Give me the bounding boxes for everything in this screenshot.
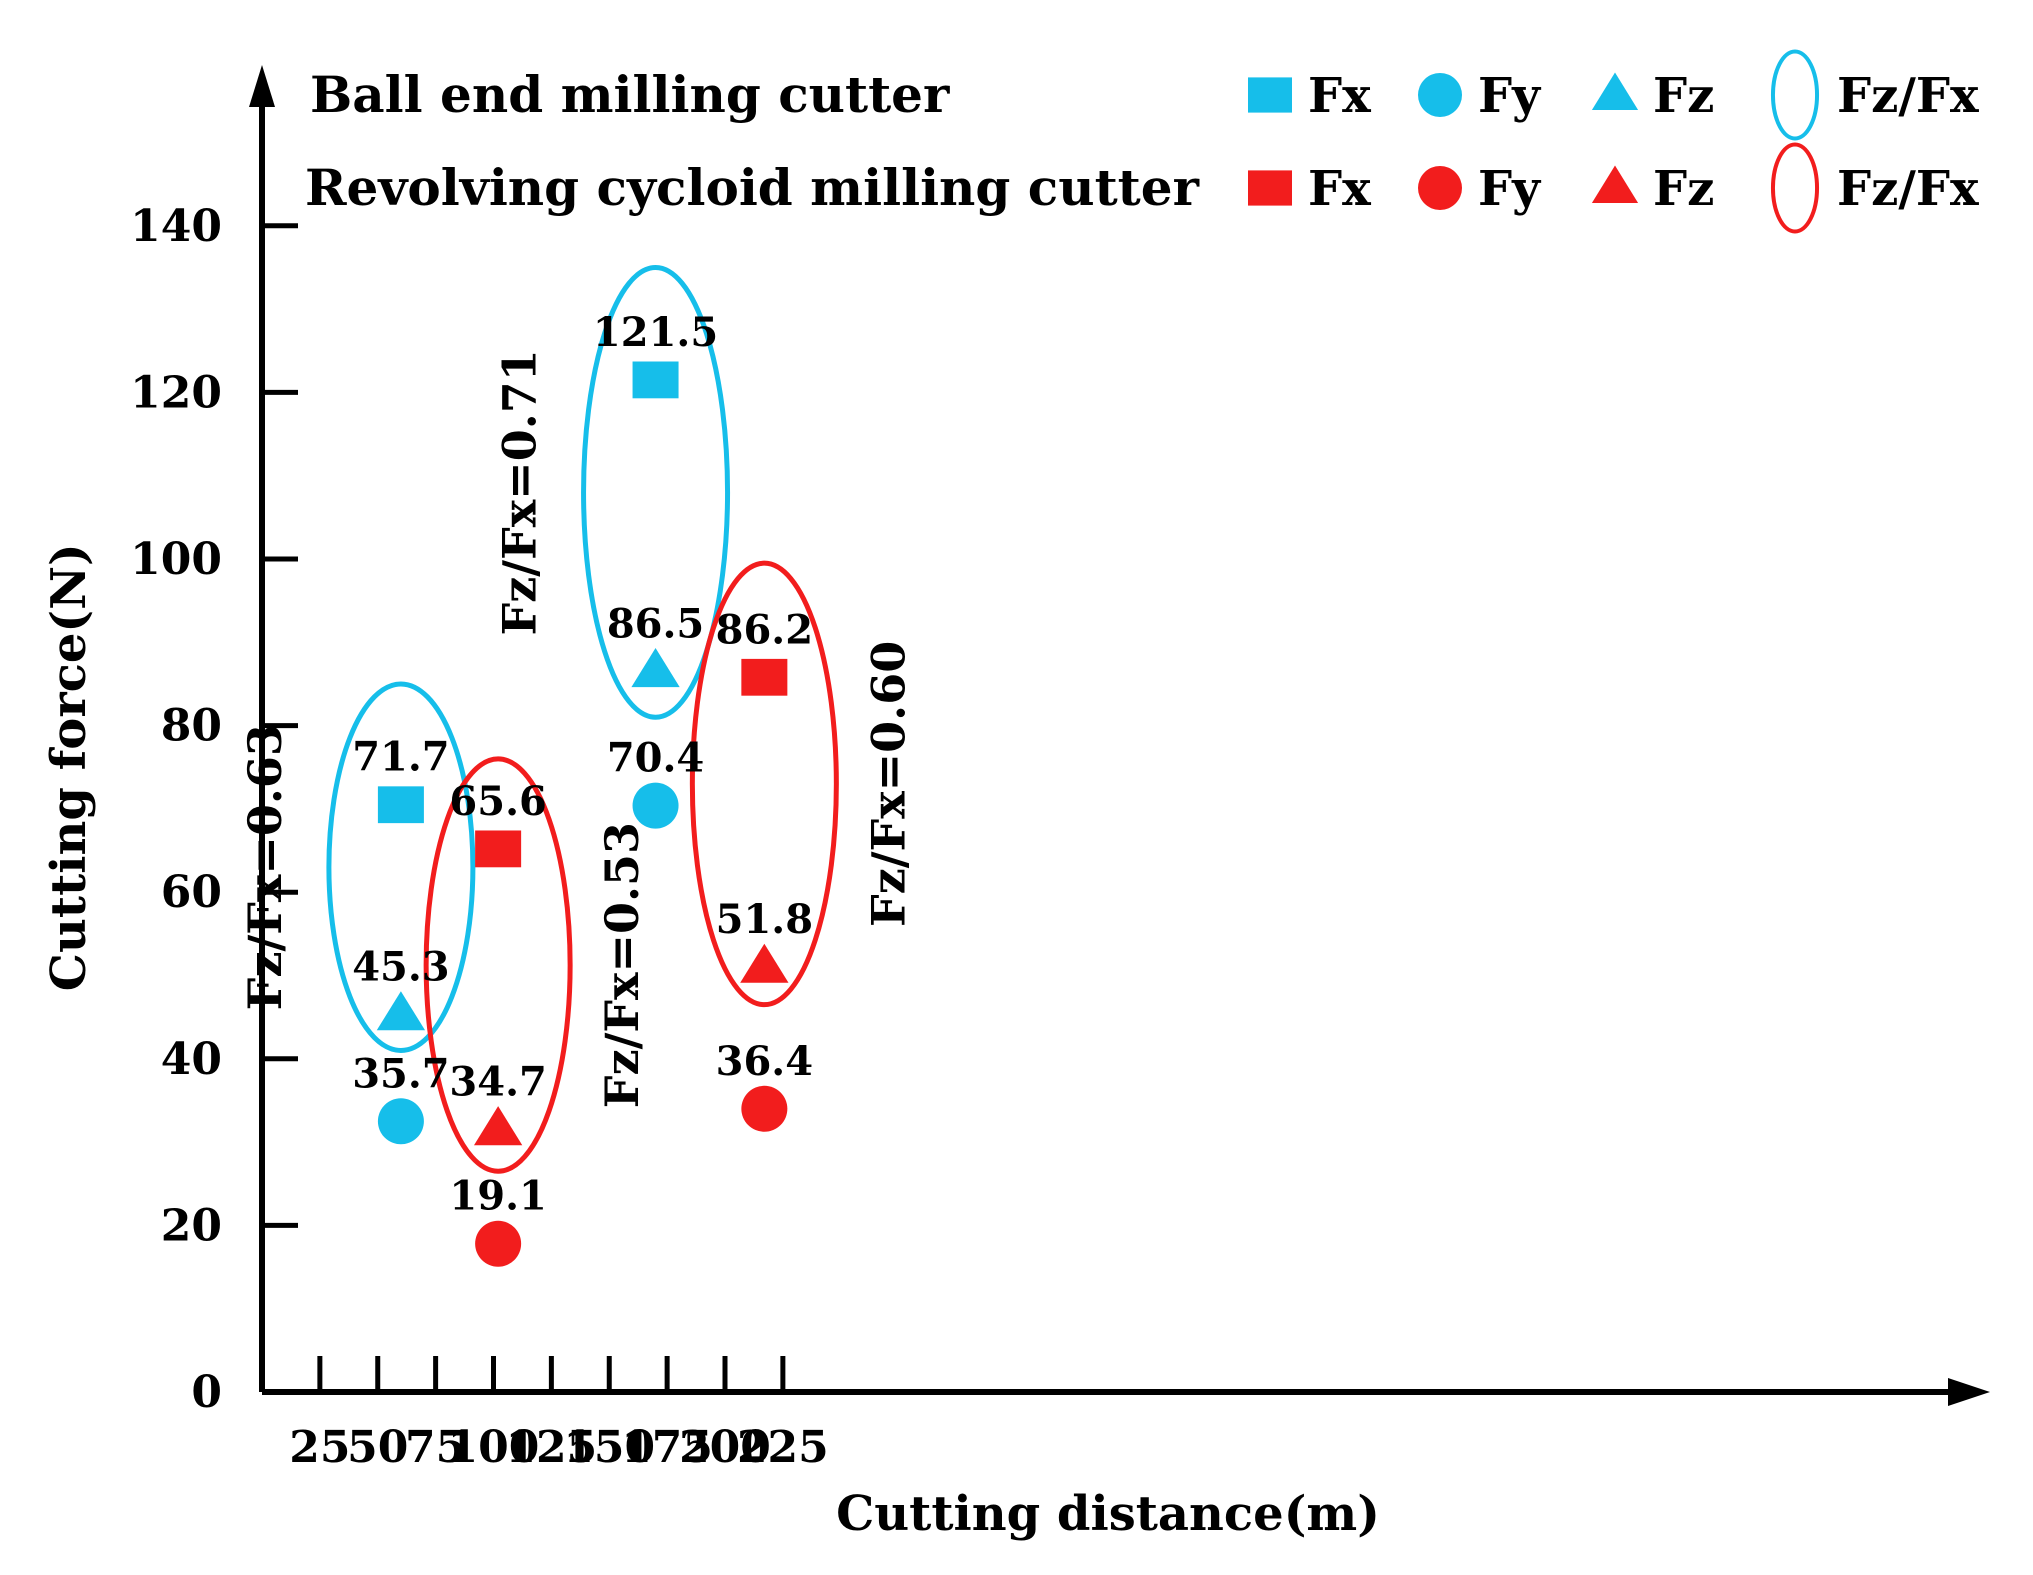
y-tick-label: 40 bbox=[161, 1034, 222, 1085]
data-point-fz bbox=[631, 647, 680, 688]
legend-label: Fz bbox=[1653, 161, 1714, 217]
legend-label: Fx bbox=[1308, 68, 1371, 124]
legend-marker-circle bbox=[1418, 166, 1462, 210]
axes: 2550751001251501752002250204060801001201… bbox=[41, 65, 1990, 1542]
data-point-fy bbox=[741, 1085, 788, 1132]
legend-marker-circle bbox=[1418, 73, 1462, 117]
ratio-ellipse bbox=[326, 681, 476, 1053]
legend-title: Revolving cycloid milling cutter bbox=[305, 158, 1200, 217]
data-points: 71.7 121.5 35.7 70.4 45.3 86.5 65.6 86.2 19.1 36.… bbox=[352, 309, 813, 1267]
data-label: 19.1 bbox=[449, 1173, 546, 1220]
data-label: 86.2 bbox=[716, 606, 813, 653]
ratio-label: Fz/Fx=0.71 bbox=[493, 349, 547, 635]
data-label: 65.6 bbox=[449, 778, 546, 825]
data-point-fz bbox=[473, 1106, 523, 1146]
data-point-fy bbox=[632, 782, 679, 829]
legend-label: Fz/Fx bbox=[1837, 161, 1979, 217]
y-axis-title: Cutting force(N) bbox=[41, 543, 97, 991]
ratio-ellipse bbox=[689, 560, 839, 1008]
y-tick-label: 80 bbox=[161, 701, 222, 752]
y-tick-label: 20 bbox=[161, 1200, 222, 1251]
data-label: 86.5 bbox=[607, 600, 704, 647]
x-tick-label: 50 bbox=[347, 1422, 408, 1473]
data-point-fz bbox=[376, 991, 426, 1031]
legend-title: Ball end milling cutter bbox=[310, 65, 950, 124]
ratio-label: Fz/Fx=0.60 bbox=[861, 641, 915, 927]
ratio-label: Fz/Fx=0.63 bbox=[238, 724, 292, 1010]
legend-marker-square bbox=[1248, 170, 1292, 206]
x-tick-label: 75 bbox=[405, 1422, 466, 1473]
y-tick-label: 0 bbox=[191, 1367, 222, 1418]
data-label: 34.7 bbox=[449, 1059, 546, 1106]
y-tick-label: 100 bbox=[130, 534, 222, 585]
data-label: 36.4 bbox=[716, 1038, 813, 1085]
x-axis-arrow bbox=[1948, 1378, 1990, 1406]
data-point-fx bbox=[632, 361, 679, 399]
y-tick-label: 60 bbox=[161, 867, 222, 918]
legend-label: Fy bbox=[1478, 161, 1542, 217]
x-axis-title: Cutting distance(m) bbox=[836, 1486, 1380, 1542]
data-point-fy bbox=[475, 1220, 522, 1267]
legend-label: Fz/Fx bbox=[1837, 68, 1979, 124]
data-point-fz bbox=[740, 943, 789, 983]
x-tick-label: 150 bbox=[563, 1422, 655, 1473]
legend-label: Fx bbox=[1308, 161, 1371, 217]
ratio-ellipse bbox=[423, 756, 573, 1174]
y-axis-arrow bbox=[249, 65, 275, 107]
legend-marker-ellipse bbox=[1770, 49, 1820, 141]
x-tick-label: 225 bbox=[737, 1422, 829, 1473]
data-point-fx bbox=[377, 786, 424, 824]
data-point-fx bbox=[475, 830, 522, 868]
x-tick-label: 200 bbox=[679, 1422, 771, 1473]
data-label: 51.8 bbox=[716, 896, 813, 943]
data-label: 71.7 bbox=[352, 734, 449, 781]
legend-marker-square bbox=[1248, 77, 1292, 113]
legend-marker-ellipse bbox=[1770, 142, 1820, 234]
ratio-ellipses: Fz/Fx=0.63 Fz/Fx=0.53 Fz/Fx=0.71 Fz/Fx=0.60 bbox=[238, 264, 915, 1174]
data-point-fx bbox=[741, 658, 788, 696]
legend-label: Fz bbox=[1653, 68, 1714, 124]
x-tick-label: 175 bbox=[621, 1422, 713, 1473]
y-tick-label: 140 bbox=[130, 201, 222, 252]
x-tick-label: 100 bbox=[448, 1422, 540, 1473]
legend: Ball end milling cutter Fx Fy Fz Fz/Fx Revolv… bbox=[305, 49, 1979, 234]
y-tick-label: 120 bbox=[130, 367, 222, 418]
legend-label: Fy bbox=[1478, 68, 1542, 124]
data-point-fy bbox=[377, 1098, 424, 1145]
data-label: 35.7 bbox=[352, 1050, 449, 1097]
data-label: 45.3 bbox=[352, 944, 449, 991]
legend-marker-triangle bbox=[1591, 72, 1639, 110]
x-tick-label: 125 bbox=[505, 1422, 597, 1473]
legend-marker-triangle bbox=[1591, 165, 1639, 203]
ratio-ellipse bbox=[581, 264, 731, 720]
data-label: 70.4 bbox=[607, 735, 704, 782]
data-label: 121.5 bbox=[593, 309, 718, 356]
x-tick-label: 25 bbox=[289, 1422, 350, 1473]
ratio-label: Fz/Fx=0.53 bbox=[595, 822, 649, 1108]
